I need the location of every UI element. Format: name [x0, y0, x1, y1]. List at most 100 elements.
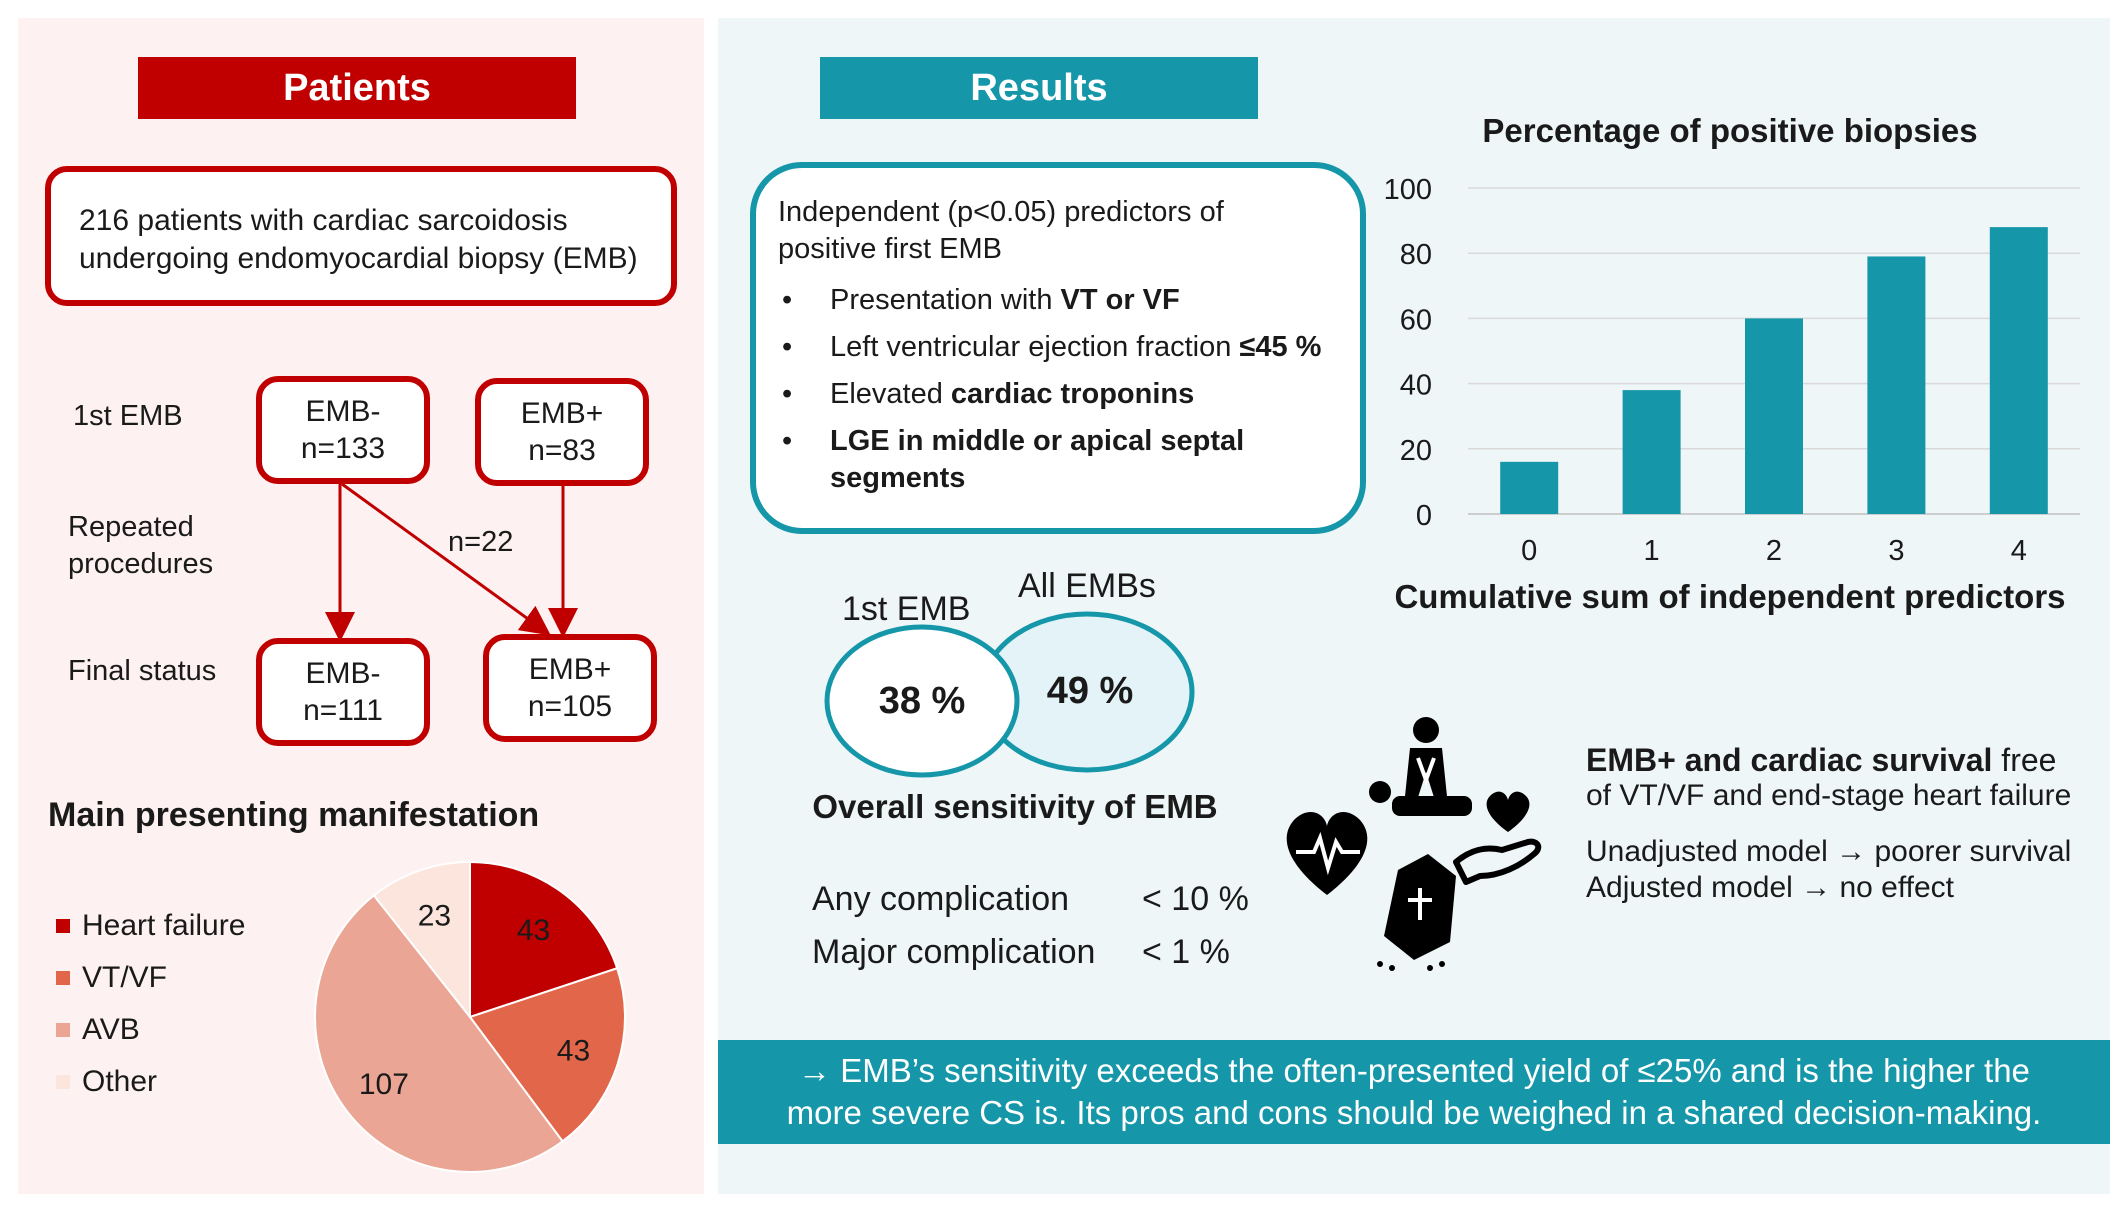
cohort-description-box: 216 patients with cardiac sarcoidosis un… [45, 166, 677, 306]
bullet-icon: • [782, 378, 793, 410]
first-emb-sensitivity: 38 % [878, 680, 966, 722]
predictor-item: • Left ventricular ejection fraction ≤45 … [778, 329, 1338, 366]
node-count: n=111 [303, 694, 383, 727]
legend-item-other: Other [56, 1056, 245, 1108]
y-tick-label: 60 [1400, 304, 1432, 336]
node-count: n=133 [300, 432, 386, 465]
survival-summary: EMB+ and cardiac survival free of VT/VF … [1586, 742, 2106, 906]
bar-1 [1622, 390, 1681, 514]
predictor-emphasis: cardiac troponins [950, 378, 1195, 410]
predictor-emphasis: LGE in middle or apical septal segments [830, 425, 1245, 494]
complication-major-label: Major complication [812, 933, 1096, 971]
x-tick-label: 0 [1521, 535, 1537, 567]
node-label: EMB+ [520, 397, 604, 430]
legend-label: Other [82, 1065, 158, 1098]
row-label-first-emb: 1st EMB [73, 400, 183, 432]
crossover-count: n=22 [448, 526, 514, 558]
y-tick-label: 40 [1400, 370, 1432, 402]
bullet-icon: • [782, 425, 793, 457]
first-emb-label: 1st EMB [842, 590, 971, 628]
node-label: EMB- [305, 395, 381, 428]
predictor-text: Elevated [830, 378, 951, 410]
predictors-title-line2: positive first EMB [778, 233, 1002, 265]
legend-label: Heart failure [82, 909, 246, 942]
bar-chart-xlabel: Cumulative sum of independent predictors [1394, 578, 2066, 615]
conclusion-banner: → EMB’s sensitivity exceeds the often-pr… [718, 1040, 2110, 1144]
legend-swatch [56, 1075, 70, 1089]
y-tick-label: 20 [1400, 435, 1432, 467]
manifestation-title: Main presenting manifestation [48, 796, 540, 834]
node-label: EMB+ [528, 653, 612, 686]
bar-3 [1867, 256, 1926, 514]
x-tick-label: 1 [1644, 535, 1660, 567]
survival-adjusted: Adjusted model → no effect [1586, 871, 1954, 904]
predictor-item: • Elevated cardiac troponins [778, 376, 1338, 413]
x-tick-label: 3 [1888, 535, 1904, 567]
all-embs-sensitivity: 49 % [1046, 670, 1134, 712]
x-tick-label: 2 [1766, 535, 1782, 567]
positive-biopsies-bar-chart: 0 20 40 60 80 100 0 1 2 3 4 [1384, 174, 2080, 567]
predictors-title: Independent (p<0.05) predictors of posit… [778, 194, 1338, 268]
survival-subtitle: of VT/VF and end-stage heart failure [1586, 779, 2072, 812]
bar-2 [1745, 318, 1803, 514]
heart-in-hand-icon [1453, 791, 1542, 885]
pie-slice-vt-vf [468, 966, 626, 1143]
legend-item-heart-failure: Heart failure [56, 900, 245, 952]
predictors-list: • Presentation with VT or VF • Left ventri… [778, 282, 1338, 497]
conclusion-line-2: more severe CS is. Its pros and cons sho… [786, 1094, 2042, 1131]
clinical-outcome-icons [1286, 717, 1542, 971]
node-count: n=83 [528, 434, 596, 467]
pie-data-label: 23 [418, 900, 451, 933]
node-label: EMB- [305, 657, 381, 690]
pie-slice-avb [314, 894, 564, 1173]
row-label-repeated-line1: Repeated [68, 511, 194, 543]
final-emb-negative-node: EMB- n=111 [256, 638, 430, 746]
predictor-text: Presentation with [830, 284, 1061, 316]
complication-any-value: < 10 % [1142, 880, 1249, 918]
survival-unadjusted: Unadjusted model → poorer survival [1586, 835, 2072, 868]
pie-data-label: 43 [557, 1035, 590, 1068]
cohort-line-2: undergoing endomyocardial biopsy (EMB) [79, 242, 638, 275]
survival-title: EMB+ and cardiac survival free [1586, 742, 2106, 778]
final-emb-positive-node: EMB+ n=105 [483, 634, 657, 742]
predictor-emphasis: ≤45 % [1239, 331, 1322, 363]
legend-item-avb: AVB [56, 1004, 245, 1056]
bar-4 [1989, 227, 2048, 514]
cohort-line-1: 216 patients with cardiac sarcoidosis [79, 204, 568, 237]
legend-swatch [56, 1023, 70, 1037]
legend-label: AVB [82, 1013, 140, 1046]
bar-0 [1500, 461, 1559, 514]
pie-data-label: 107 [359, 1068, 409, 1101]
survival-title-bold: EMB+ and cardiac survival [1586, 742, 1993, 778]
pie-legend: Heart failure VT/VF AVB Other [56, 900, 245, 1108]
all-embs-label: All EMBs [1018, 567, 1156, 605]
coffin-icon [1377, 854, 1456, 971]
presentation-pie-chart: 43 43 107 23 [314, 860, 626, 1173]
pie-slice-heart-failure [469, 860, 619, 1019]
survival-title-rest: free [1992, 742, 2057, 778]
row-label-repeated: Repeated procedures [68, 509, 213, 583]
y-tick-label: 100 [1384, 174, 1432, 206]
bullet-icon: • [782, 284, 793, 316]
predictor-item: • Presentation with VT or VF [778, 282, 1338, 319]
sensitivity-title: Overall sensitivity of EMB [812, 788, 1218, 825]
cpr-icon [1369, 717, 1472, 816]
complication-any-label: Any complication [812, 880, 1070, 918]
pie-slice-other [372, 860, 471, 1020]
bullet-icon: • [782, 331, 793, 363]
row-label-final-status: Final status [68, 655, 217, 687]
complication-major-value: < 1 % [1142, 933, 1230, 971]
arrow-neg-to-pos [341, 482, 551, 636]
legend-item-vtvf: VT/VF [56, 952, 245, 1004]
bar-chart-title: Percentage of positive biopsies [1482, 112, 1978, 149]
legend-swatch [56, 919, 70, 933]
predictors-title-line1: Independent (p<0.05) predictors of [778, 196, 1224, 228]
results-header: Results [820, 57, 1258, 119]
predictor-emphasis: VT or VF [1060, 284, 1180, 316]
predictor-text: Left ventricular ejection fraction [830, 331, 1240, 363]
node-count: n=105 [527, 690, 613, 723]
x-tick-label: 4 [2011, 535, 2027, 567]
predictor-item: • LGE in middle or apical septal segments [778, 423, 1338, 497]
row-label-repeated-line2: procedures [68, 548, 214, 580]
predictors-box: Independent (p<0.05) predictors of posit… [750, 162, 1366, 534]
